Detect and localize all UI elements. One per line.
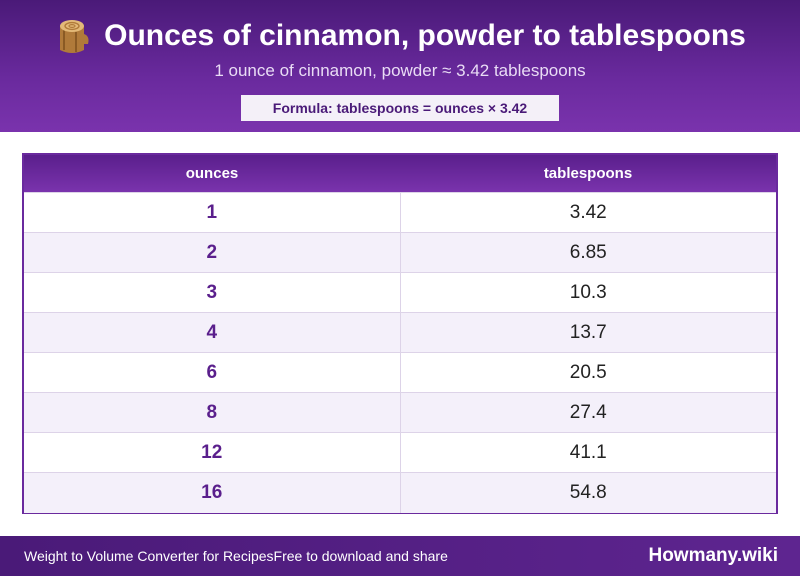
page-title: Ounces of cinnamon, powder to tablespoon…: [104, 19, 746, 52]
cell-ounces: 8: [24, 392, 401, 433]
footer-tagline: Weight to Volume Converter for RecipesFr…: [24, 536, 448, 576]
table-row: 8 27.4: [24, 392, 776, 433]
cell-tablespoons: 3.42: [400, 192, 776, 233]
table-row: 2 6.85: [24, 232, 776, 273]
wood-log-icon: [54, 16, 90, 56]
column-header-tablespoons: tablespoons: [400, 155, 776, 193]
cell-tablespoons: 20.5: [400, 352, 776, 393]
table-row: 12 41.1: [24, 432, 776, 473]
cell-ounces: 2: [24, 232, 401, 273]
footer-tagline-part-2: Free to download and share: [273, 548, 448, 564]
cell-ounces: 1: [24, 192, 401, 233]
footer-tagline-part-1: Weight to Volume Converter for Recipes: [24, 548, 274, 564]
footer-bar: Weight to Volume Converter for RecipesFr…: [0, 536, 800, 576]
table-row: 1 3.42: [24, 192, 776, 233]
cell-tablespoons: 6.85: [400, 232, 776, 273]
formula-box: Formula: tablespoons = ounces × 3.42: [241, 95, 559, 121]
cell-tablespoons: 27.4: [400, 392, 776, 433]
header-banner: Ounces of cinnamon, powder to tablespoon…: [0, 0, 800, 132]
table-row: 4 13.7: [24, 312, 776, 353]
cell-tablespoons: 41.1: [400, 432, 776, 473]
cell-tablespoons: 10.3: [400, 272, 776, 313]
table-row: 3 10.3: [24, 272, 776, 313]
column-header-ounces: ounces: [24, 155, 400, 193]
brand-link[interactable]: Howmany.wiki: [648, 545, 778, 566]
page-subtitle: 1 ounce of cinnamon, powder ≈ 3.42 table…: [214, 61, 586, 80]
table-row: 16 54.8: [24, 472, 776, 513]
table-header-row: ounces tablespoons: [24, 155, 776, 193]
cell-tablespoons: 54.8: [400, 472, 776, 513]
table-row: 6 20.5: [24, 352, 776, 393]
cell-ounces: 12: [24, 432, 401, 473]
cell-ounces: 6: [24, 352, 401, 393]
conversion-table: ounces tablespoons 1 3.42 2 6.85 3 10.3 …: [22, 153, 778, 514]
cell-ounces: 3: [24, 272, 401, 313]
cell-ounces: 16: [24, 472, 401, 513]
title-row: Ounces of cinnamon, powder to tablespoon…: [0, 12, 800, 60]
cell-ounces: 4: [24, 312, 401, 353]
cell-tablespoons: 13.7: [400, 312, 776, 353]
